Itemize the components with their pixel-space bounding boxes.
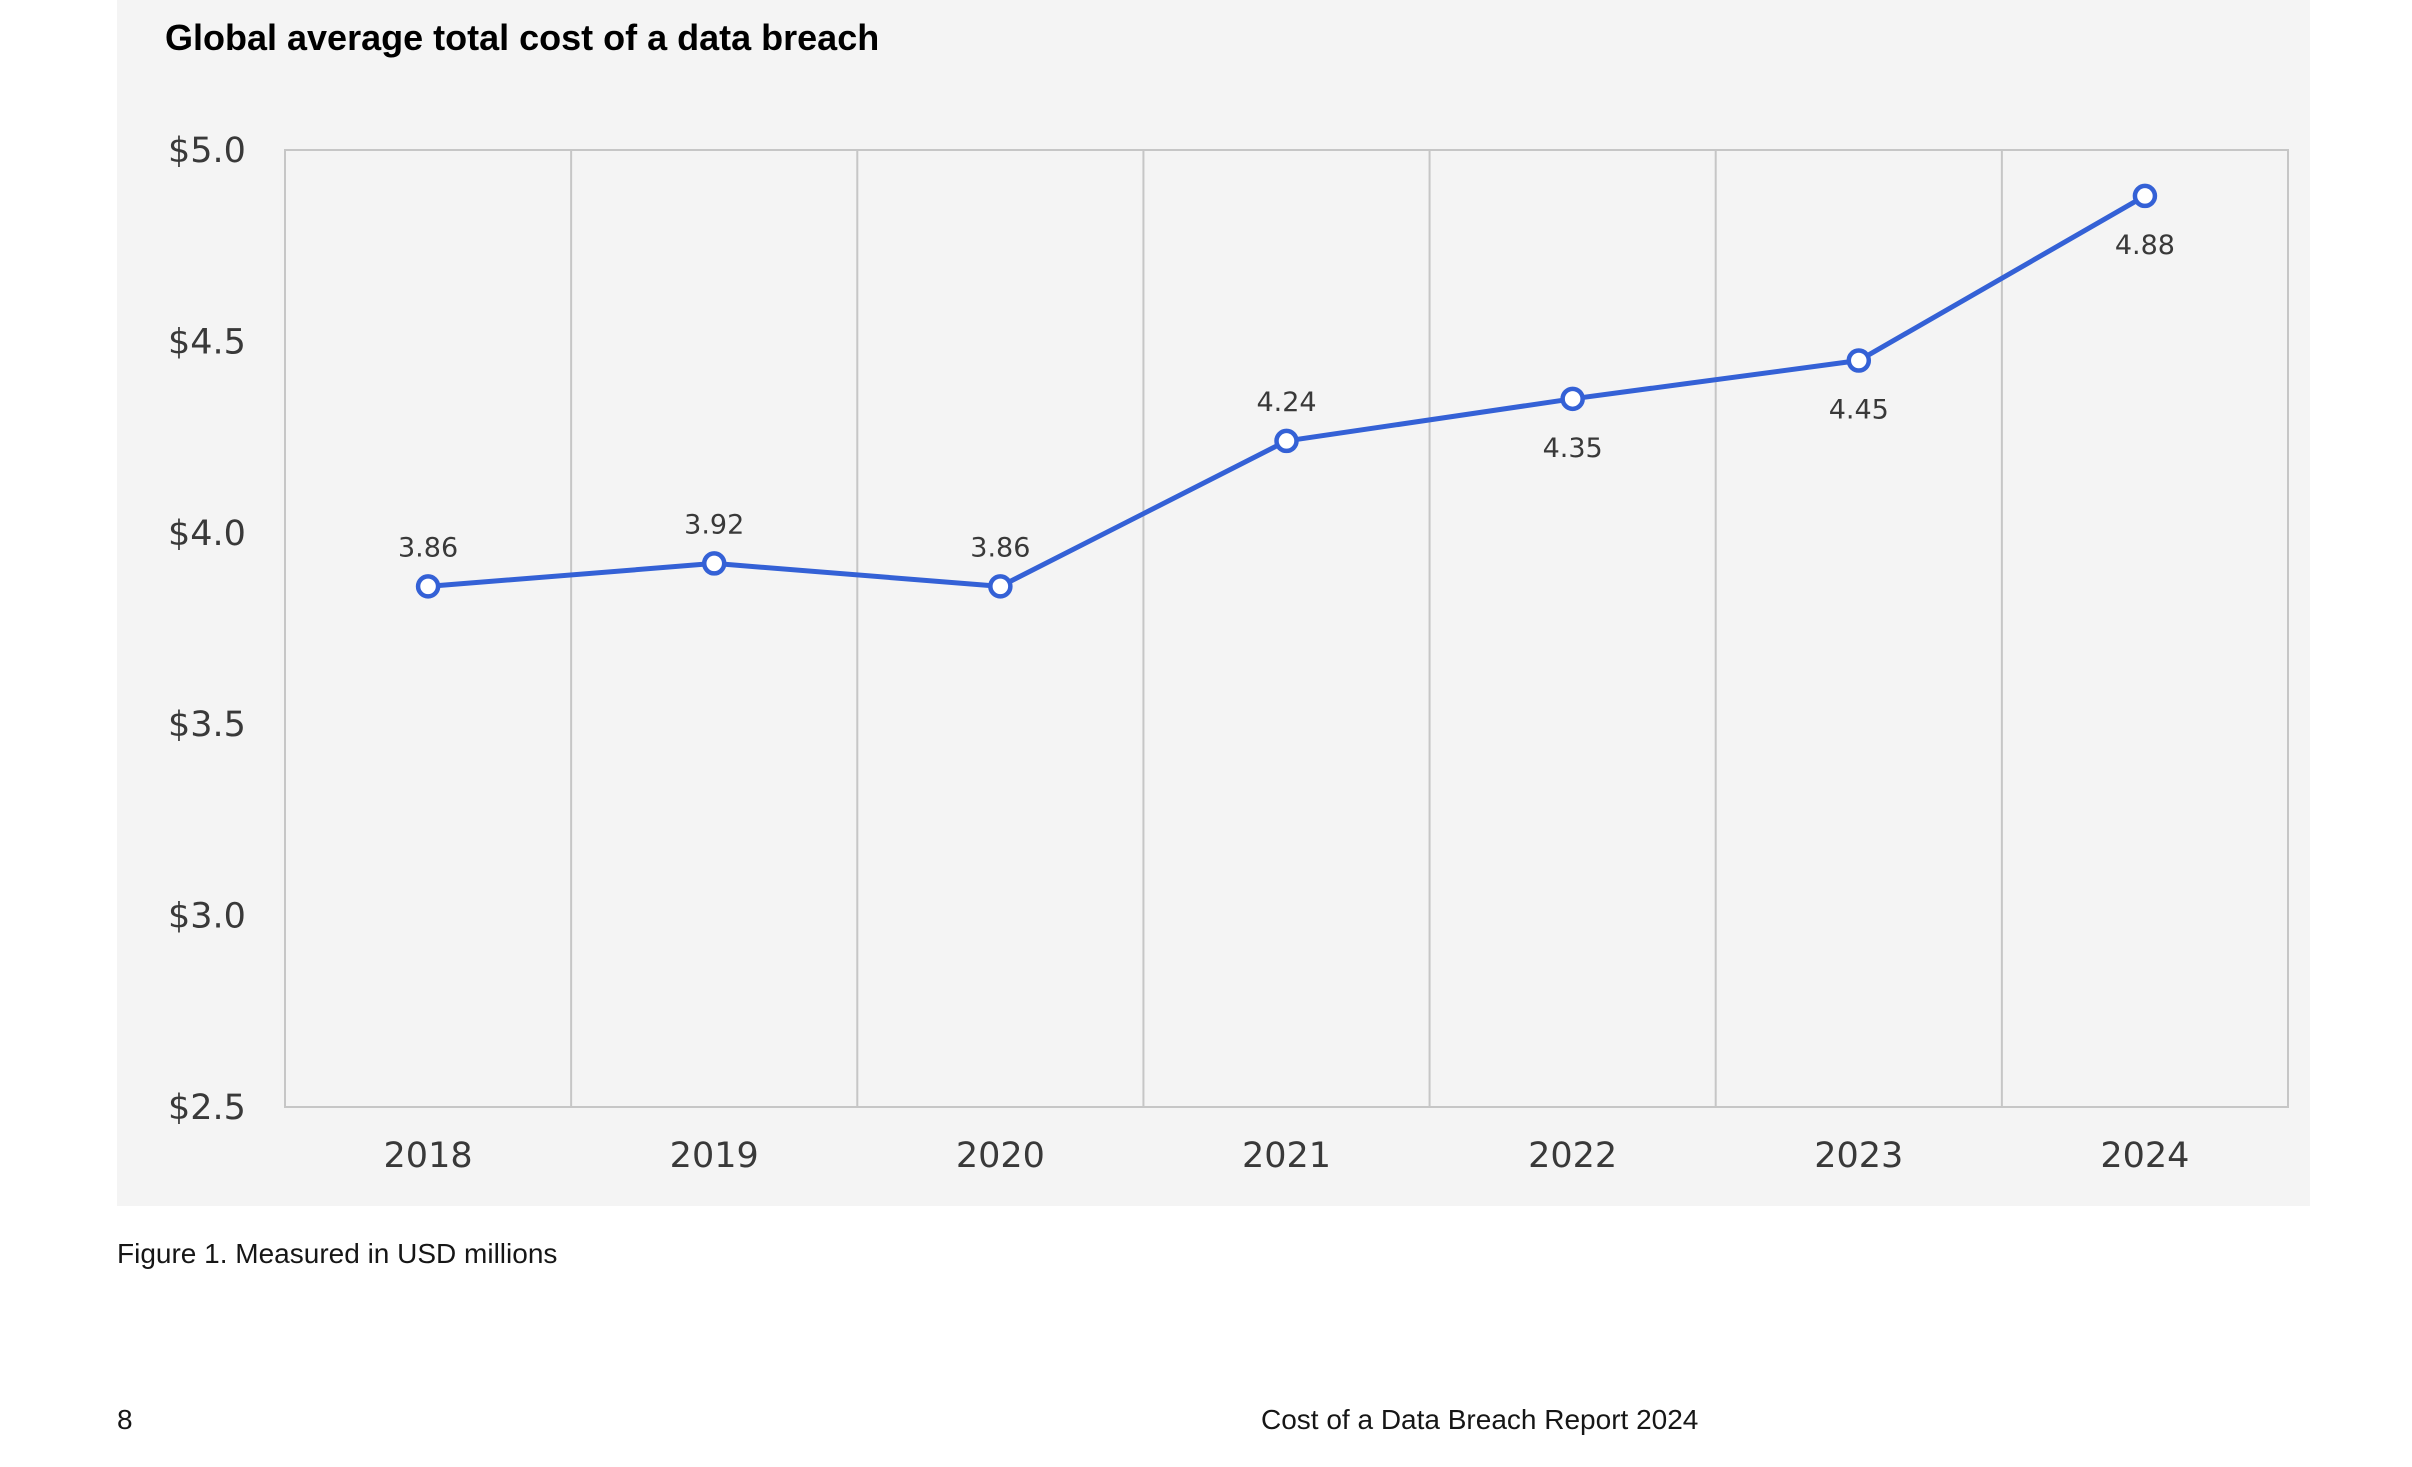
data-label: 3.86 [970,532,1030,563]
data-point [701,551,727,576]
data-label: 3.92 [684,509,744,540]
data-label: 4.35 [1543,433,1603,464]
x-tick-label: 2021 [1242,1136,1331,1176]
x-tick-label: 2024 [2100,1136,2189,1176]
y-tick-label: $4.5 [168,322,246,362]
y-tick-label: $3.0 [168,897,246,937]
data-point [1560,386,1585,412]
y-tick-label: $4.0 [168,514,246,554]
y-tick-label: $2.5 [168,1088,246,1128]
data-point [1274,428,1299,454]
data-point [988,574,1013,599]
data-point [1846,348,1872,373]
page-number: 8 [117,1404,133,1435]
x-tick-label: 2023 [1814,1136,1903,1176]
chart-panel [117,0,2310,1206]
grid-layer [284,149,2289,1108]
x-axis-ticks: 2018 2019 2020 2021 2022 2023 2024 [384,1136,2190,1176]
x-tick-label: 2019 [670,1136,759,1176]
data-label: 4.45 [1829,395,1889,426]
x-tick-label: 2020 [956,1136,1045,1176]
x-tick-label: 2018 [384,1136,473,1176]
data-label: 3.86 [398,532,458,563]
figure-caption: Figure 1. Measured in USD millions [117,1238,558,1269]
data-point [415,574,441,599]
y-tick-label: $5.0 [168,131,246,171]
plot-frame [284,149,2289,1108]
data-point [2132,183,2158,209]
x-tick-label: 2022 [1528,1136,1617,1176]
series-layer [415,183,2158,599]
data-label: 4.88 [2115,230,2175,261]
y-axis-ticks: $2.5 $3.0 $3.5 $4.0 $4.5 $5.0 [168,131,246,1128]
data-labels: 3.86 3.92 3.86 4.24 4.35 4.45 4.88 [398,230,2175,563]
report-title: Cost of a Data Breach Report 2024 [1261,1404,1699,1435]
chart-title: Global average total cost of a data brea… [165,17,880,58]
y-tick-label: $3.5 [168,705,246,745]
data-label: 4.24 [1256,387,1316,418]
